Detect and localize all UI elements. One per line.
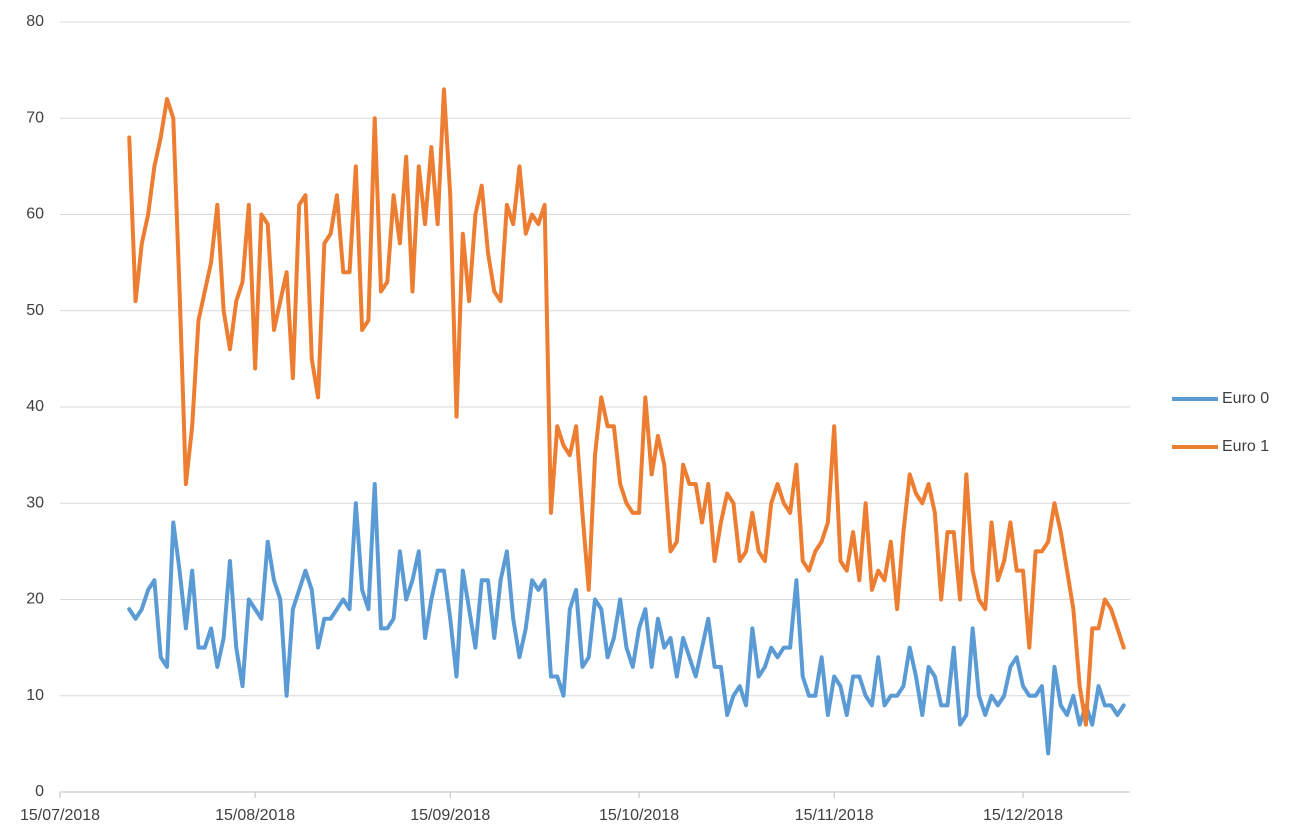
y-tick-label: 10: [26, 687, 44, 704]
x-tick-label: 15/08/2018: [215, 807, 295, 824]
x-tick-label: 15/10/2018: [599, 807, 679, 824]
x-tick-label: 15/11/2018: [795, 807, 874, 824]
y-tick-label: 50: [26, 302, 44, 319]
x-tick-label: 15/09/2018: [410, 807, 490, 824]
legend-label: Euro 0: [1222, 390, 1269, 407]
y-tick-label: 60: [26, 206, 44, 223]
y-tick-label: 30: [26, 494, 44, 511]
x-tick-label: 15/07/2018: [20, 807, 100, 824]
y-tick-label: 70: [26, 109, 44, 126]
y-tick-label: 40: [26, 398, 44, 415]
x-tick-label: 15/12/2018: [983, 807, 1063, 824]
y-tick-label: 0: [35, 783, 44, 800]
legend-label: Euro 1: [1222, 438, 1269, 455]
series-line: [127, 482, 1126, 756]
series-line: [127, 87, 1126, 727]
y-tick-label: 80: [26, 13, 44, 30]
y-tick-label: 20: [26, 591, 44, 608]
